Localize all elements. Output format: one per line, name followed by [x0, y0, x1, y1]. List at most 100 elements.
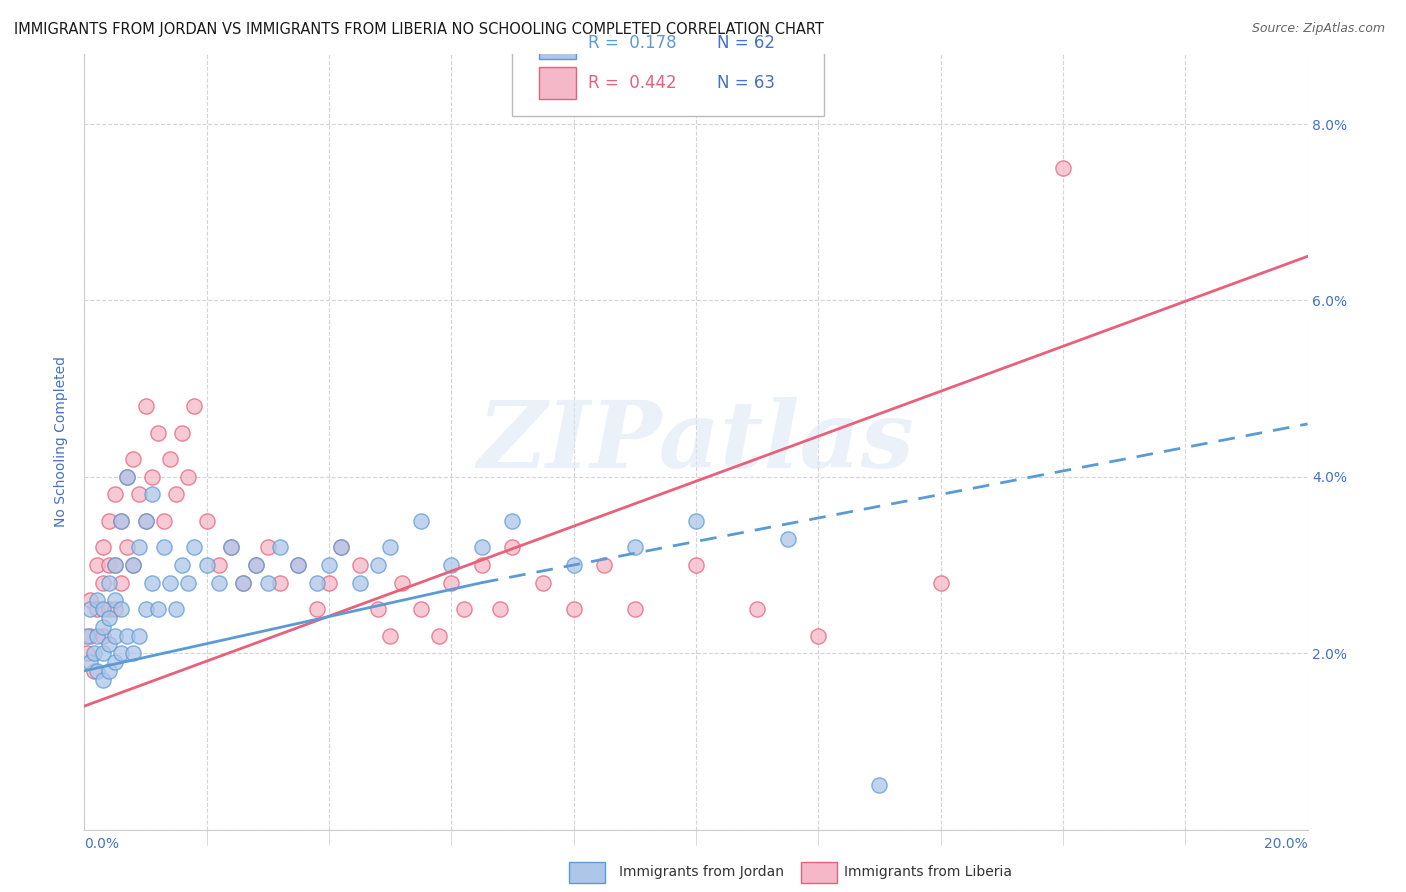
Text: ZIPatlas: ZIPatlas [478, 397, 914, 486]
Point [440, 575, 463, 590]
FancyBboxPatch shape [540, 28, 576, 59]
Point [97, 611, 120, 625]
Point [195, 558, 218, 572]
Point [110, 514, 132, 528]
Point [115, 628, 138, 642]
Point [76, 628, 98, 642]
Point [91, 673, 114, 687]
Point [624, 541, 647, 555]
Point [115, 470, 138, 484]
Point [110, 646, 132, 660]
Point [79, 655, 101, 669]
Point [685, 558, 707, 572]
Text: R =  0.442: R = 0.442 [588, 74, 676, 92]
Point [183, 541, 205, 555]
Point [135, 514, 157, 528]
Point [232, 575, 254, 590]
Point [685, 514, 707, 528]
Point [287, 558, 309, 572]
Point [471, 541, 494, 555]
Point [97, 602, 120, 616]
Point [269, 541, 291, 555]
Point [489, 602, 512, 616]
Point [110, 575, 132, 590]
Point [318, 558, 340, 572]
Point [208, 558, 231, 572]
Point [245, 558, 267, 572]
Point [79, 602, 101, 616]
Point [269, 575, 291, 590]
Text: IMMIGRANTS FROM JORDAN VS IMMIGRANTS FROM LIBERIA NO SCHOOLING COMPLETED CORRELA: IMMIGRANTS FROM JORDAN VS IMMIGRANTS FRO… [14, 22, 824, 37]
Point [91, 602, 114, 616]
Point [380, 628, 402, 642]
Point [79, 628, 101, 642]
Point [330, 541, 353, 555]
Point [141, 575, 163, 590]
Point [104, 602, 127, 616]
Point [562, 558, 585, 572]
Point [440, 558, 463, 572]
Point [177, 575, 200, 590]
FancyBboxPatch shape [540, 68, 576, 98]
Point [122, 646, 145, 660]
Point [776, 532, 799, 546]
Point [97, 575, 120, 590]
Point [146, 425, 169, 440]
Point [141, 487, 163, 501]
Point [97, 637, 120, 651]
Point [219, 541, 242, 555]
Text: N = 63: N = 63 [717, 74, 775, 92]
Point [380, 541, 402, 555]
Text: N = 62: N = 62 [717, 35, 775, 53]
Point [91, 620, 114, 634]
Point [165, 487, 187, 501]
FancyBboxPatch shape [513, 11, 824, 116]
Point [141, 470, 163, 484]
Point [453, 602, 475, 616]
Point [76, 646, 98, 660]
Point [135, 602, 157, 616]
Point [97, 514, 120, 528]
Point [86, 602, 108, 616]
Point [318, 575, 340, 590]
Point [122, 558, 145, 572]
Point [104, 558, 127, 572]
Point [195, 514, 218, 528]
Point [245, 558, 267, 572]
Point [110, 602, 132, 616]
Point [183, 399, 205, 413]
Point [128, 541, 150, 555]
Point [110, 514, 132, 528]
Text: 20.0%: 20.0% [1264, 837, 1308, 851]
Point [562, 602, 585, 616]
Point [104, 593, 127, 607]
Point [593, 558, 616, 572]
Point [122, 558, 145, 572]
Point [869, 779, 891, 793]
Point [427, 628, 450, 642]
Point [257, 541, 280, 555]
Point [159, 452, 181, 467]
Text: Immigrants from Liberia: Immigrants from Liberia [844, 865, 1011, 880]
Point [165, 602, 187, 616]
Point [86, 664, 108, 678]
Point [257, 575, 280, 590]
Point [115, 541, 138, 555]
Point [128, 487, 150, 501]
Point [97, 664, 120, 678]
Point [91, 541, 114, 555]
Point [172, 558, 194, 572]
Point [91, 646, 114, 660]
Point [86, 628, 108, 642]
Point [115, 470, 138, 484]
Point [83, 664, 105, 678]
Point [807, 628, 830, 642]
Point [146, 602, 169, 616]
Point [86, 558, 108, 572]
Point [929, 575, 952, 590]
Point [153, 541, 176, 555]
Point [104, 487, 127, 501]
Point [135, 399, 157, 413]
Point [128, 628, 150, 642]
Point [153, 514, 176, 528]
